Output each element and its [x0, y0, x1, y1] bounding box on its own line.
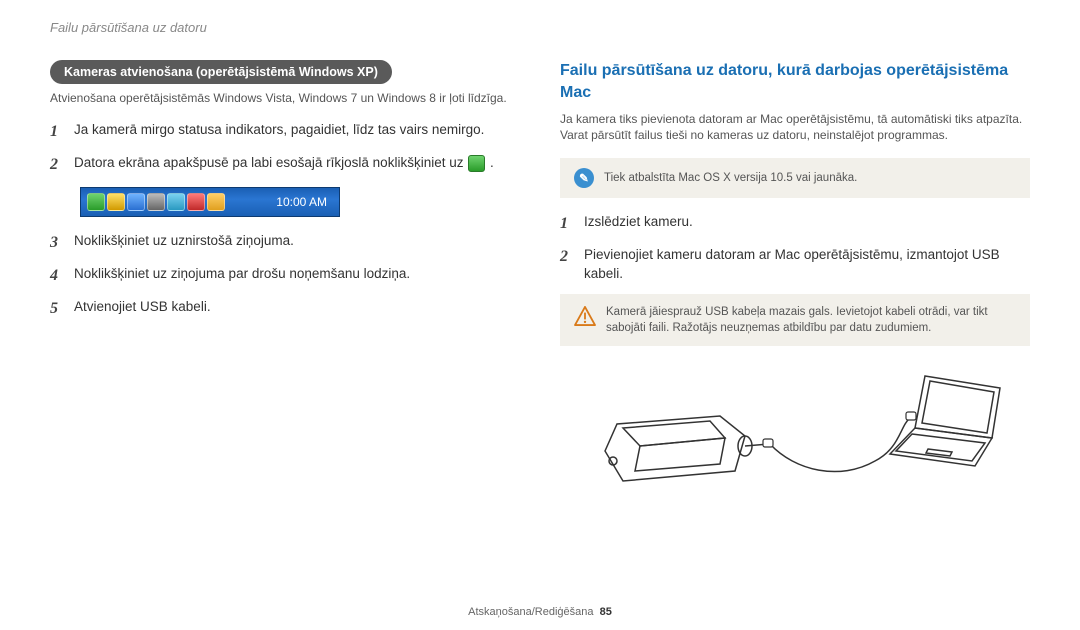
section-title: Failu pārsūtīšana uz datoru, kurā darboj…	[560, 60, 1030, 103]
tray-icon	[187, 193, 205, 211]
step-text: Noklikšķiniet uz uznirstošā ziņojuma.	[74, 231, 520, 251]
step-4: 4 Noklikšķiniet uz ziņojuma par drošu no…	[50, 264, 520, 287]
step-text: Ja kamerā mirgo statusa indikators, paga…	[74, 120, 520, 140]
taskbar-clock: 10:00 AM	[276, 195, 333, 209]
tray-icon	[147, 193, 165, 211]
step-2: 2 Datora ekrāna apakšpusē pa labi esošaj…	[50, 153, 520, 176]
warning-note: Kamerā jāiesprauž USB kabeļa mazais gals…	[560, 294, 1030, 346]
step-text: Noklikšķiniet uz ziņojuma par drošu noņe…	[74, 264, 520, 284]
content-columns: Kameras atvienošana (operētājsistēmā Win…	[50, 60, 1030, 511]
step-3: 3 Noklikšķiniet uz uznirstošā ziņojuma.	[50, 231, 520, 254]
step-number: 4	[50, 264, 64, 287]
step-text-part: .	[490, 155, 494, 170]
info-text: Tiek atbalstīta Mac OS X versija 10.5 va…	[604, 172, 857, 184]
step-text: Izslēdziet kameru.	[584, 212, 1030, 232]
section-intro: Ja kamera tiks pievienota datoram ar Mac…	[560, 111, 1030, 143]
tray-icon	[207, 193, 225, 211]
step-text: Atvienojiet USB kabeli.	[74, 297, 520, 317]
taskbar-example: 10:00 AM	[80, 187, 340, 217]
step-number: 1	[560, 212, 574, 235]
step-1: 1 Izslēdziet kameru.	[560, 212, 1030, 235]
step-number: 2	[50, 153, 64, 176]
page-footer: Atskaņošana/Rediģēšana 85	[0, 606, 1080, 618]
step-number: 2	[560, 245, 574, 268]
step-5: 5 Atvienojiet USB kabeli.	[50, 297, 520, 320]
step-text-part: Datora ekrāna apakšpusē pa labi esošajā …	[74, 155, 467, 170]
safely-remove-icon	[468, 155, 485, 172]
breadcrumb: Failu pārsūtīšana uz datoru	[50, 20, 1030, 35]
pill-note: Atvienošana operētājsistēmās Windows Vis…	[50, 90, 520, 106]
tray-icon	[107, 193, 125, 211]
tray-icon	[87, 193, 105, 211]
warning-icon	[574, 306, 596, 326]
step-text: Datora ekrāna apakšpusē pa labi esošajā …	[74, 153, 520, 173]
info-icon: ✎	[574, 168, 594, 188]
tray-icon	[167, 193, 185, 211]
step-number: 1	[50, 120, 64, 143]
footer-label: Atskaņošana/Rediģēšana	[468, 606, 593, 618]
step-text: Pievienojiet kameru datoram ar Mac operē…	[584, 245, 1030, 284]
step-number: 3	[50, 231, 64, 254]
step-1: 1 Ja kamerā mirgo statusa indikators, pa…	[50, 120, 520, 143]
step-2: 2 Pievienojiet kameru datoram ar Mac ope…	[560, 245, 1030, 284]
page-number: 85	[600, 606, 612, 618]
step-number: 5	[50, 297, 64, 320]
left-column: Kameras atvienošana (operētājsistēmā Win…	[50, 60, 520, 511]
warning-text: Kamerā jāiesprauž USB kabeļa mazais gals…	[606, 304, 1016, 336]
info-note: ✎ Tiek atbalstīta Mac OS X versija 10.5 …	[560, 158, 1030, 198]
right-column: Failu pārsūtīšana uz datoru, kurā darboj…	[560, 60, 1030, 511]
connection-diagram	[560, 366, 1030, 511]
tray-icon	[127, 193, 145, 211]
section-pill: Kameras atvienošana (operētājsistēmā Win…	[50, 60, 392, 84]
